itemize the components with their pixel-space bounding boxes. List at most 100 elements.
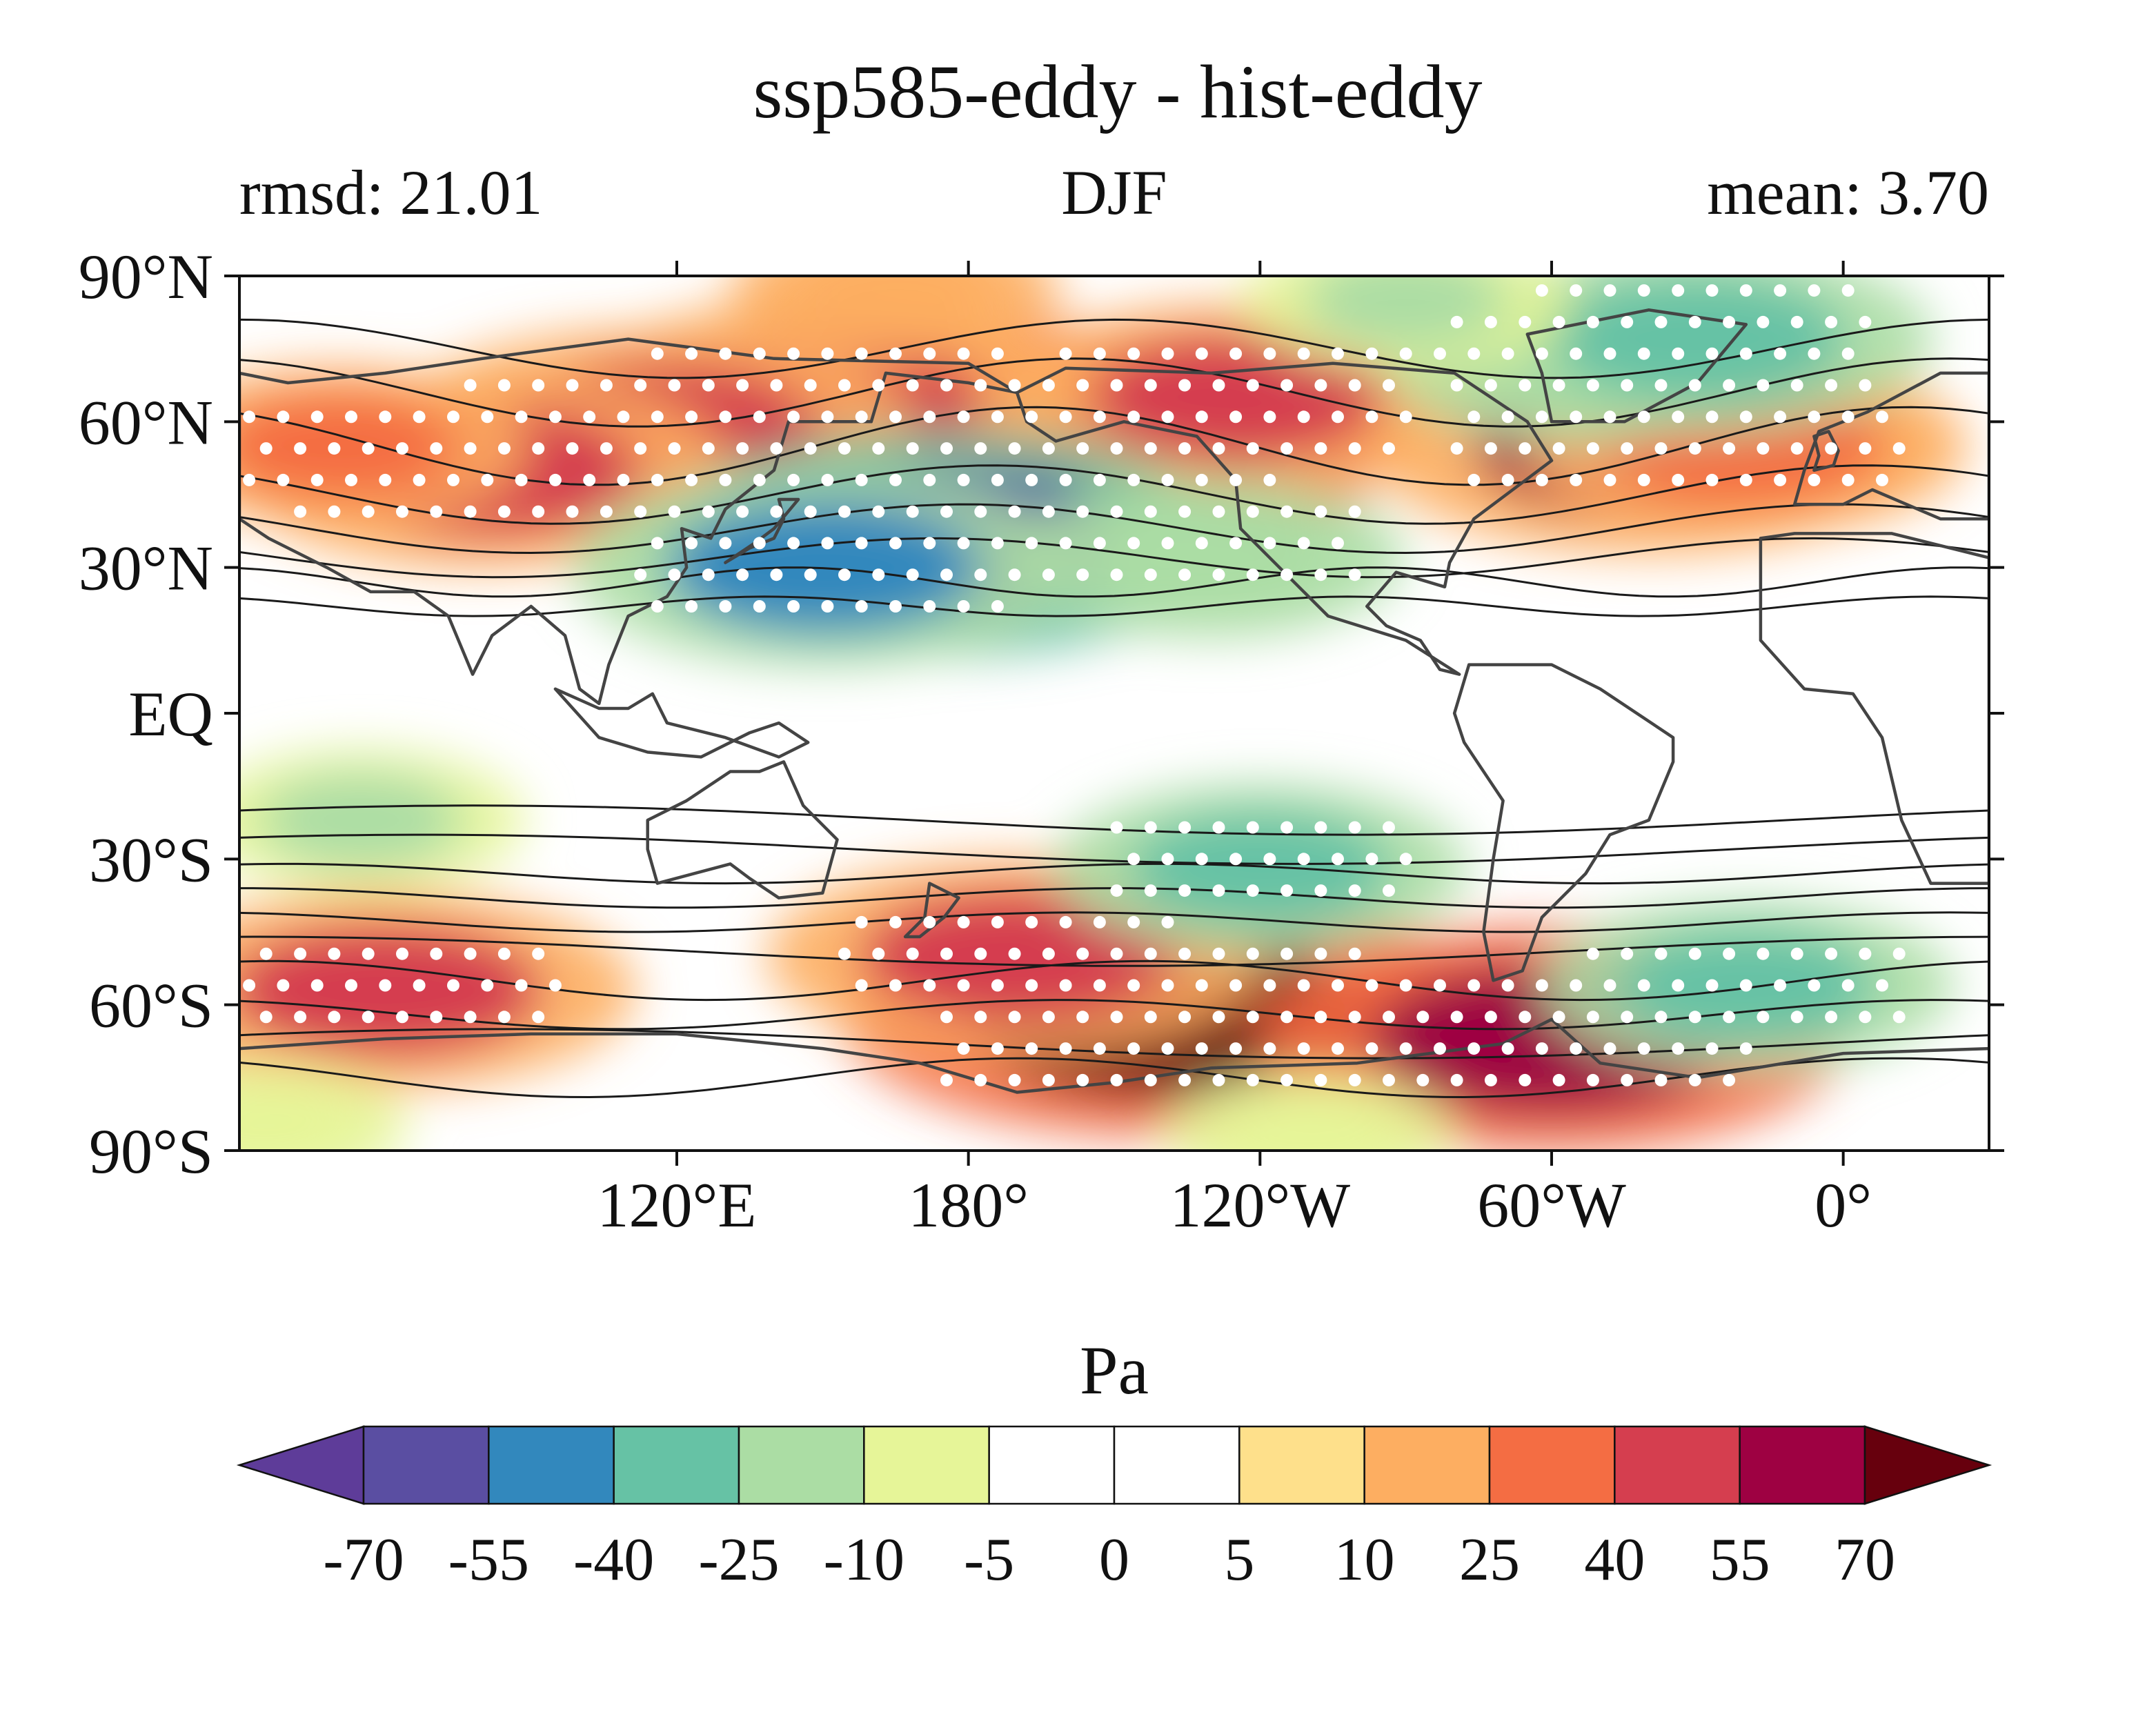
stipple-dot: [736, 442, 749, 455]
stipple-dot: [736, 379, 749, 392]
stipple-dot: [838, 442, 851, 455]
stipple-dot: [1127, 347, 1140, 360]
stipple-dot: [1774, 410, 1787, 424]
anomaly-core: [239, 1083, 354, 1151]
stipple-dot: [1110, 821, 1123, 834]
stipple-dot: [974, 505, 987, 518]
stipple-dot: [1841, 284, 1855, 297]
stipple-dot: [991, 600, 1004, 613]
stipple-dot: [1603, 347, 1616, 360]
stipple-dot: [821, 347, 834, 360]
anomaly-core: [1550, 276, 1846, 402]
stipple-dot: [310, 473, 324, 486]
stipple-dot: [1178, 1073, 1191, 1086]
stipple-dot: [1229, 473, 1243, 486]
stipple-dot: [1535, 347, 1548, 360]
stipple-dot: [1178, 442, 1191, 455]
stipple-dot: [923, 473, 936, 486]
stipple-dot: [787, 473, 800, 486]
season-label: DJF: [1061, 157, 1167, 228]
stipple-dot: [1280, 884, 1294, 897]
stipple-dot: [872, 442, 885, 455]
anomaly-core: [793, 276, 998, 338]
stipple-dot: [1739, 284, 1752, 297]
colorbar-tick-label: 10: [1334, 1527, 1395, 1593]
stipple-dot: [1467, 347, 1481, 360]
stipple-dot: [753, 347, 766, 360]
stipple-dot: [719, 347, 732, 360]
stipple-dot: [1739, 347, 1752, 360]
stipple-dot: [600, 379, 613, 392]
stipple-dot: [1314, 947, 1327, 960]
stipple-dot: [1637, 410, 1650, 424]
stipple-dot: [1774, 473, 1787, 486]
stipple-dot: [1161, 347, 1174, 360]
stipple-dot: [787, 347, 800, 360]
stipple-dot: [310, 979, 324, 992]
stipple-dot: [1570, 410, 1583, 424]
stipple-dot: [1705, 410, 1719, 424]
stipple-dot: [464, 505, 477, 518]
stipple-dot: [1280, 442, 1294, 455]
stipple-dot: [1212, 379, 1225, 392]
stipple-dot: [583, 473, 596, 486]
stipple-dot: [1535, 1042, 1548, 1055]
stipple-dot: [1383, 884, 1395, 897]
stipple-dot: [1195, 853, 1208, 866]
ytick-label: 60°N: [79, 387, 213, 457]
stipple-dot: [957, 600, 970, 613]
stipple-dot: [872, 947, 885, 960]
stipple-dot: [1093, 979, 1106, 992]
colorbar-segment: [1488, 1425, 1616, 1505]
stipple-dot: [991, 979, 1004, 992]
stipple-dot: [1076, 1073, 1089, 1086]
stipple-dot: [1178, 379, 1191, 392]
stipple-dot: [1383, 1073, 1395, 1086]
stipple-dot: [974, 442, 987, 455]
stipple-dot: [497, 1011, 511, 1024]
stipple-dot: [1570, 473, 1583, 486]
stipple-dot: [362, 947, 375, 960]
stipple-dot: [1808, 284, 1821, 297]
stipple-dot: [889, 473, 902, 486]
stipple-dot: [1246, 1011, 1259, 1024]
stipple-dot: [1263, 979, 1276, 992]
colorbar-segment: [988, 1425, 1116, 1505]
stipple-dot: [804, 568, 817, 581]
stipple-dot: [872, 379, 885, 392]
stipple-dot: [1059, 1042, 1072, 1055]
stipple-dot: [838, 505, 851, 518]
stipple-dot: [855, 979, 868, 992]
stipple-dot: [957, 347, 970, 360]
figure-title: ssp585-eddy - hist-eddy: [753, 50, 1482, 134]
stipple-dot: [1076, 1011, 1089, 1024]
colorbar-segment: [863, 1425, 990, 1505]
significance-stippling: [243, 284, 1906, 1086]
stipple-dot: [532, 442, 545, 455]
stipple-dot: [1093, 1042, 1106, 1055]
stipple-dot: [923, 979, 936, 992]
stipple-dot: [1025, 915, 1038, 928]
anomaly-core: [258, 773, 464, 868]
stipple-dot: [1672, 473, 1685, 486]
stipple-dot: [1552, 1011, 1565, 1024]
stipple-dot: [1263, 410, 1276, 424]
stipple-dot: [379, 410, 392, 424]
stipple-dot: [991, 347, 1004, 360]
stipple-dot: [362, 505, 375, 518]
stipple-dot: [1127, 1042, 1140, 1055]
stipple-dot: [770, 379, 783, 392]
stipple-dot: [1025, 537, 1038, 550]
colorbar-tick-label: 5: [1224, 1527, 1254, 1593]
stipple-dot: [532, 1011, 545, 1024]
stipple-dot: [1519, 379, 1532, 392]
stipple-dot: [243, 979, 256, 992]
stipple-dot: [804, 505, 817, 518]
stipple-dot: [1110, 1073, 1123, 1086]
stipple-dot: [1076, 505, 1089, 518]
stipple-dot: [1332, 410, 1344, 424]
stipple-dot: [957, 537, 970, 550]
stipple-dot: [821, 537, 834, 550]
stipple-dot: [1519, 442, 1532, 455]
coastline-eurasia: [239, 337, 1019, 706]
